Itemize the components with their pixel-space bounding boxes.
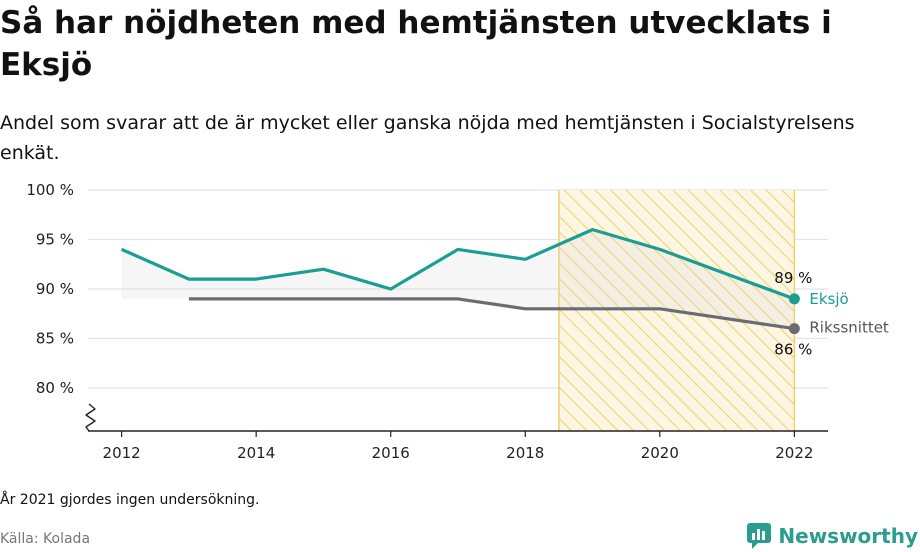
y-tick-label: 80 % bbox=[36, 379, 74, 397]
newsworthy-brand-text: Newsworthy bbox=[778, 524, 918, 548]
series-end-point-eksjo bbox=[788, 293, 800, 305]
line-chart: 80 % 85 % 90 % 95 % 100 % 2012 2014 2016 2018 20… bbox=[26, 181, 889, 462]
series-end-point-rikssnittet bbox=[788, 323, 800, 335]
footnote: År 2021 gjordes ingen undersökning. bbox=[0, 492, 260, 508]
x-tick-label: 2020 bbox=[641, 444, 679, 462]
source-text: Källa: Kolada bbox=[0, 531, 91, 547]
chart-subtitle: Andel som svarar att de är mycket eller … bbox=[0, 112, 855, 164]
y-tick-label: 100 % bbox=[26, 181, 74, 199]
series-name-label: Rikssnittet bbox=[809, 319, 889, 337]
y-tick-label: 95 % bbox=[36, 231, 74, 249]
chart-title: Så har nöjdheten med hemtjänsten utveckl… bbox=[0, 5, 832, 83]
newsworthy-logo: Newsworthy bbox=[746, 520, 918, 552]
newsworthy-logo-icon bbox=[747, 523, 772, 549]
series-name-label: Eksjö bbox=[809, 290, 848, 308]
series-line-rikssnittet bbox=[188, 297, 795, 331]
end-value-label: 89 % bbox=[774, 269, 812, 287]
series-line-eksjo bbox=[120, 228, 795, 301]
x-tick-label: 2018 bbox=[506, 444, 544, 462]
x-tick-label: 2014 bbox=[237, 444, 275, 462]
y-tick-label: 90 % bbox=[36, 280, 74, 298]
x-tick-label: 2022 bbox=[775, 444, 813, 462]
series-gap-band bbox=[121, 229, 795, 329]
x-tick-label: 2012 bbox=[103, 444, 141, 462]
end-value-label: 86 % bbox=[774, 341, 812, 359]
y-tick-label: 85 % bbox=[36, 330, 74, 348]
axis-break-icon bbox=[85, 403, 96, 432]
x-tick-label: 2016 bbox=[372, 444, 410, 462]
